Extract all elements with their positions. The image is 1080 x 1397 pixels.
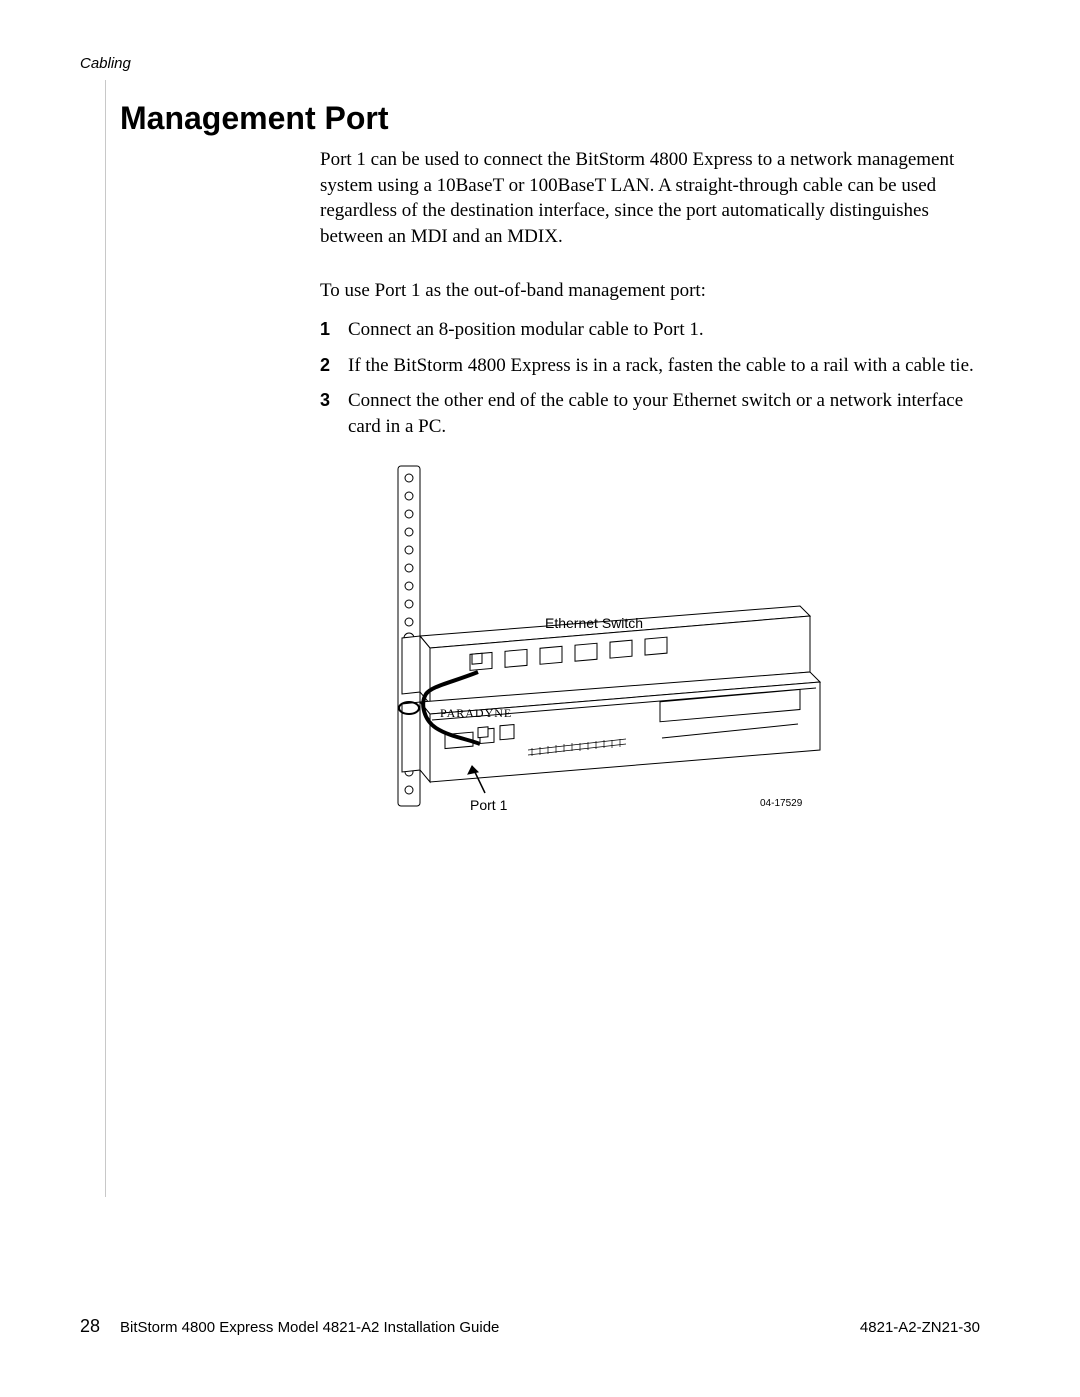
procedure-steps: 1 Connect an 8-position modular cable to… — [320, 317, 980, 440]
page-number: 28 — [80, 1316, 120, 1337]
step-number: 3 — [320, 388, 330, 412]
figure-id: 04-17529 — [760, 798, 803, 809]
page: Cabling Management Port Port 1 can be us… — [0, 0, 1080, 1397]
ethernet-switch-label: Ethernet Switch — [545, 615, 643, 631]
step-number: 1 — [320, 317, 330, 341]
footer-doc-title: BitStorm 4800 Express Model 4821-A2 Inst… — [120, 1319, 860, 1336]
intro-paragraph: Port 1 can be used to connect the BitSto… — [320, 147, 980, 250]
body-column: Port 1 can be used to connect the BitSto… — [320, 147, 980, 845]
diagram-svg: Ethernet Switch — [360, 458, 830, 838]
running-header: Cabling — [80, 55, 980, 72]
step-2: 2 If the BitStorm 4800 Express is in a r… — [320, 353, 980, 379]
step-number: 2 — [320, 353, 330, 377]
brand-label: PARADYNE — [440, 706, 512, 720]
connection-diagram: Ethernet Switch — [360, 458, 980, 846]
left-rule — [105, 80, 106, 1197]
footer-doc-id: 4821-A2-ZN21-30 — [860, 1319, 980, 1336]
page-title: Management Port — [120, 100, 980, 137]
step-3: 3 Connect the other end of the cable to … — [320, 388, 980, 439]
port1-label: Port 1 — [470, 797, 508, 813]
procedure-lead: To use Port 1 as the out-of-band managem… — [320, 278, 980, 304]
step-text: If the BitStorm 4800 Express is in a rac… — [348, 355, 974, 376]
rj45-plug-top — [472, 653, 482, 664]
page-footer: 28 BitStorm 4800 Express Model 4821-A2 I… — [80, 1316, 980, 1337]
step-text: Connect the other end of the cable to yo… — [348, 390, 963, 437]
content-area: Management Port Port 1 can be used to co… — [120, 100, 980, 845]
rj45-plug-bottom — [478, 727, 488, 738]
step-1: 1 Connect an 8-position modular cable to… — [320, 317, 980, 343]
step-text: Connect an 8-position modular cable to P… — [348, 319, 704, 340]
